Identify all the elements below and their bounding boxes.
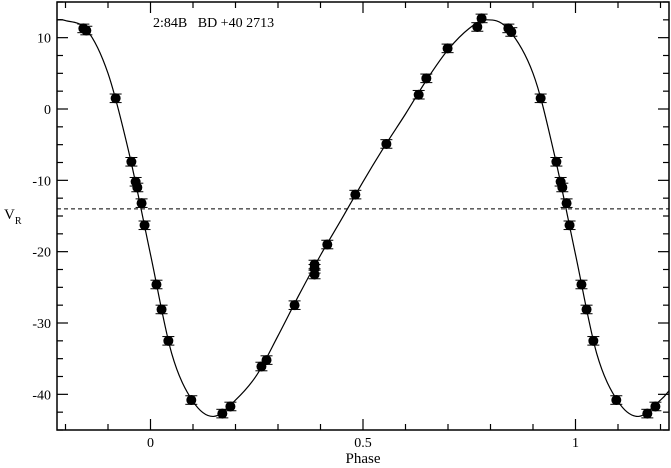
data-point <box>550 156 563 167</box>
data-point <box>441 43 454 54</box>
point-marker <box>132 182 143 193</box>
data-point <box>560 198 573 209</box>
point-marker <box>588 335 599 346</box>
point-marker <box>225 401 236 412</box>
y-axis-label-main: V <box>4 207 15 223</box>
data-point <box>155 304 168 315</box>
x-tick-label: 0 <box>147 436 154 451</box>
data-point <box>162 335 175 346</box>
point-marker <box>650 401 661 412</box>
point-marker <box>163 335 174 346</box>
data-point <box>471 21 484 32</box>
point-marker <box>289 300 300 311</box>
x-tick-label: 1 <box>572 436 579 451</box>
point-marker <box>381 138 392 149</box>
x-axis-label: Phase <box>346 451 381 467</box>
data-point <box>587 335 600 346</box>
point-marker <box>564 220 575 231</box>
y-tick-label: 0 <box>44 103 51 118</box>
point-marker <box>557 182 568 193</box>
point-marker <box>506 26 517 37</box>
point-marker <box>576 279 587 290</box>
point-marker <box>81 25 92 36</box>
data-point <box>308 269 321 280</box>
data-point <box>649 401 662 412</box>
data-point <box>556 182 569 193</box>
data-point <box>131 182 144 193</box>
y-axis-label-subscript: R <box>15 216 22 227</box>
data-point <box>575 279 588 290</box>
chart-title: 2:84B BD +40 2713 <box>153 16 274 31</box>
point-marker <box>581 304 592 315</box>
point-marker <box>413 89 424 100</box>
data-point <box>321 239 334 250</box>
data-point <box>150 279 163 290</box>
y-tick-label: 10 <box>37 32 51 47</box>
point-marker <box>472 21 483 32</box>
point-marker <box>322 239 333 250</box>
data-point <box>109 93 122 104</box>
x-tick-label: 0.5 <box>354 436 372 451</box>
data-point <box>216 408 229 419</box>
data-point <box>125 156 138 167</box>
point-marker <box>476 13 487 24</box>
point-marker <box>156 304 167 315</box>
y-axis-label: VR <box>4 207 22 227</box>
orbit-fit-curve <box>57 19 669 418</box>
data-point <box>288 300 301 311</box>
point-marker <box>442 43 453 54</box>
data-point <box>610 395 623 406</box>
point-marker <box>136 198 147 209</box>
data-point <box>135 198 148 209</box>
plot-frame <box>56 1 670 431</box>
y-tick-label: -30 <box>32 317 51 332</box>
data-point <box>260 355 273 366</box>
data-point <box>185 395 198 406</box>
point-marker <box>535 93 546 104</box>
y-tick-label: -20 <box>32 246 51 261</box>
point-marker <box>110 93 121 104</box>
point-marker <box>421 73 432 84</box>
data-point <box>224 401 237 412</box>
point-marker <box>151 279 162 290</box>
point-marker <box>261 355 272 366</box>
point-marker <box>551 156 562 167</box>
point-marker <box>217 408 228 419</box>
data-point <box>80 25 93 36</box>
point-marker <box>561 198 572 209</box>
y-tick-label: -40 <box>32 388 51 403</box>
point-marker <box>642 408 653 419</box>
data-point <box>380 138 393 149</box>
point-marker <box>126 156 137 167</box>
data-point <box>412 89 425 100</box>
data-point <box>580 304 593 315</box>
data-point <box>505 26 518 37</box>
data-point <box>563 220 576 231</box>
point-marker <box>309 269 320 280</box>
point-marker <box>350 189 361 200</box>
point-marker <box>611 395 622 406</box>
data-point <box>138 220 151 231</box>
data-point <box>420 73 433 84</box>
data-point <box>534 93 547 104</box>
data-point <box>349 189 362 200</box>
y-tick-label: -10 <box>32 174 51 189</box>
point-marker <box>186 395 197 406</box>
point-marker <box>139 220 150 231</box>
data-point <box>641 408 654 419</box>
data-point <box>475 13 488 24</box>
